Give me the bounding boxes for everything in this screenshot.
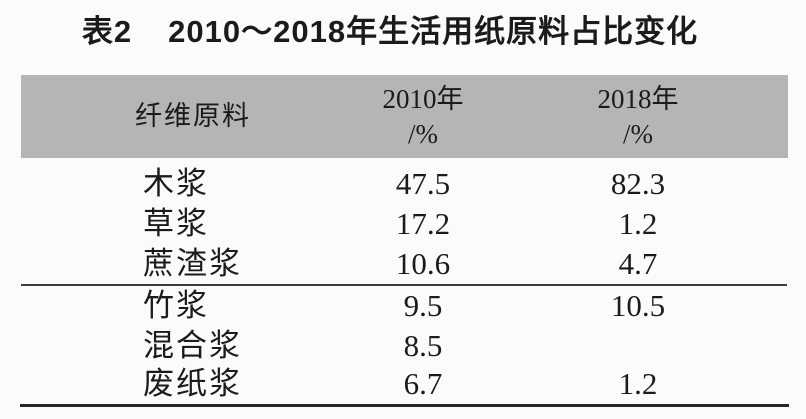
cell-2018-value: 4.7: [618, 246, 658, 281]
table-title-text: 2010～2018年生活用纸原料占比变化: [168, 14, 699, 49]
table-row: 废纸浆 6.7 1.2: [21, 364, 788, 404]
table-row: 草浆 17.2 1.2: [21, 204, 788, 244]
table-row: 木浆 47.5 82.3: [21, 164, 788, 204]
cell-2010-value: 47.5: [395, 166, 451, 201]
column-header-2010: 2010年 /%: [323, 82, 523, 158]
cell-2018-value: 1.2: [618, 206, 658, 241]
table-title: 表2 2010～2018年生活用纸原料占比变化: [0, 12, 780, 52]
table-row: 蔗渣浆 10.6 4.7: [21, 244, 788, 284]
group-divider-rule: [21, 284, 787, 286]
cell-material: 竹浆: [143, 288, 209, 323]
cell-material: 木浆: [143, 166, 209, 201]
column-header-2018-unit: /%: [623, 119, 653, 149]
table-row: 竹浆 9.5 10.5: [21, 286, 788, 326]
column-header-2010-unit: /%: [408, 119, 438, 149]
table-header-row: 纤维原料 2010年 /% 2018年 /%: [21, 75, 788, 158]
column-header-2018: 2018年 /%: [538, 82, 738, 158]
cell-material: 混合浆: [143, 328, 242, 363]
cell-2018-value: 10.5: [610, 288, 666, 323]
column-header-2018-year: 2018年: [597, 84, 679, 114]
table-row: 混合浆 8.5: [21, 326, 788, 366]
column-header-material: 纤维原料: [135, 101, 251, 131]
cell-material: 废纸浆: [143, 366, 242, 401]
column-header-2010-year: 2010年: [382, 84, 464, 114]
table-number: 表2: [81, 14, 133, 49]
cell-2010-value: 17.2: [395, 206, 451, 241]
cell-2010-value: 10.6: [395, 246, 451, 281]
cell-2018-value: 1.2: [618, 366, 658, 401]
cell-2010-value: 9.5: [403, 288, 443, 323]
cell-2010-value: 8.5: [403, 328, 443, 363]
cell-2010-value: 6.7: [403, 366, 443, 401]
cell-material: 蔗渣浆: [143, 246, 242, 281]
cell-2018-value: 82.3: [610, 166, 666, 201]
cell-material: 草浆: [143, 206, 209, 241]
table-bottom-rule: [20, 404, 789, 407]
